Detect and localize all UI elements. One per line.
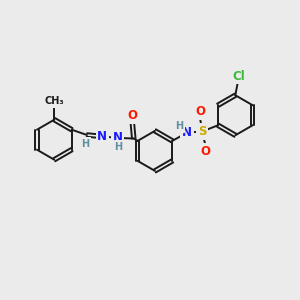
Text: Cl: Cl	[232, 70, 244, 83]
Text: H: H	[114, 142, 122, 152]
Text: N: N	[112, 131, 123, 144]
Text: S: S	[198, 125, 207, 138]
Text: CH₃: CH₃	[44, 96, 64, 106]
Text: O: O	[200, 145, 210, 158]
Text: N: N	[182, 126, 192, 139]
Text: H: H	[81, 139, 89, 149]
Text: H: H	[175, 121, 183, 131]
Text: O: O	[195, 105, 205, 118]
Text: N: N	[97, 130, 107, 143]
Text: O: O	[127, 109, 137, 122]
